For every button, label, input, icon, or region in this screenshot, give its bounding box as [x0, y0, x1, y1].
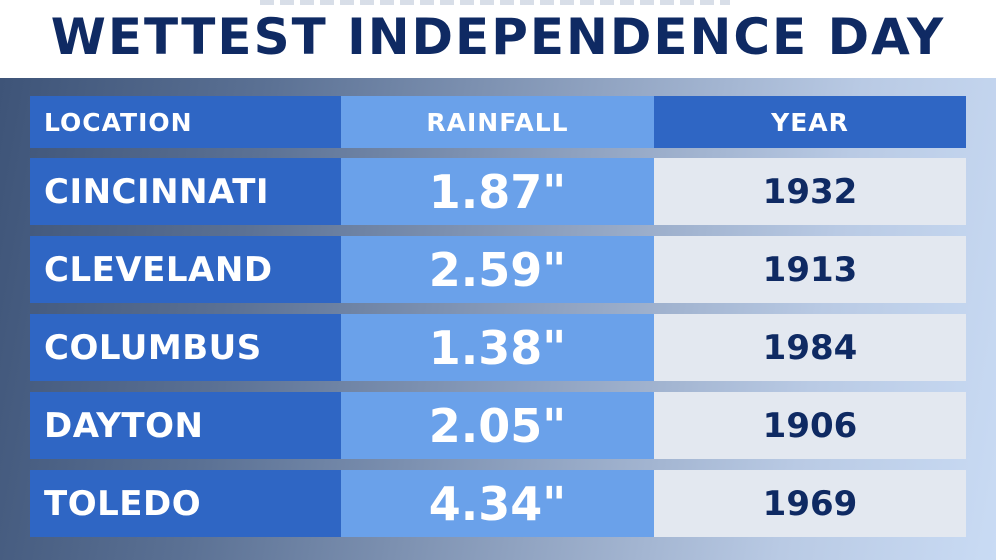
- header-rainfall: RAINFALL: [341, 96, 654, 148]
- header-decorative-strip: [260, 0, 730, 5]
- year-cell: 1984: [654, 314, 966, 381]
- rainfall-cell: 2.59": [341, 236, 654, 303]
- location-cell: TOLEDO: [30, 470, 341, 537]
- header-location: LOCATION: [30, 96, 341, 148]
- table-row: COLUMBUS 1.38" 1984: [30, 314, 966, 381]
- year-cell: 1913: [654, 236, 966, 303]
- rainfall-cell: 2.05": [341, 392, 654, 459]
- table-row: CINCINNATI 1.87" 1932: [30, 158, 966, 225]
- rainfall-cell: 1.87": [341, 158, 654, 225]
- year-cell: 1932: [654, 158, 966, 225]
- table-row: DAYTON 2.05" 1906: [30, 392, 966, 459]
- rainfall-cell: 1.38": [341, 314, 654, 381]
- location-cell: COLUMBUS: [30, 314, 341, 381]
- table-row: CLEVELAND 2.59" 1913: [30, 236, 966, 303]
- year-cell: 1969: [654, 470, 966, 537]
- table-header-row: LOCATION RAINFALL YEAR: [30, 96, 966, 148]
- header-year: YEAR: [654, 96, 966, 148]
- year-cell: 1906: [654, 392, 966, 459]
- location-cell: CLEVELAND: [30, 236, 341, 303]
- header-banner: WETTEST INDEPENDENCE DAY: [0, 0, 996, 78]
- page-title: WETTEST INDEPENDENCE DAY: [50, 8, 946, 66]
- rainfall-cell: 4.34": [341, 470, 654, 537]
- location-cell: CINCINNATI: [30, 158, 341, 225]
- location-cell: DAYTON: [30, 392, 341, 459]
- table-row: TOLEDO 4.34" 1969: [30, 470, 966, 537]
